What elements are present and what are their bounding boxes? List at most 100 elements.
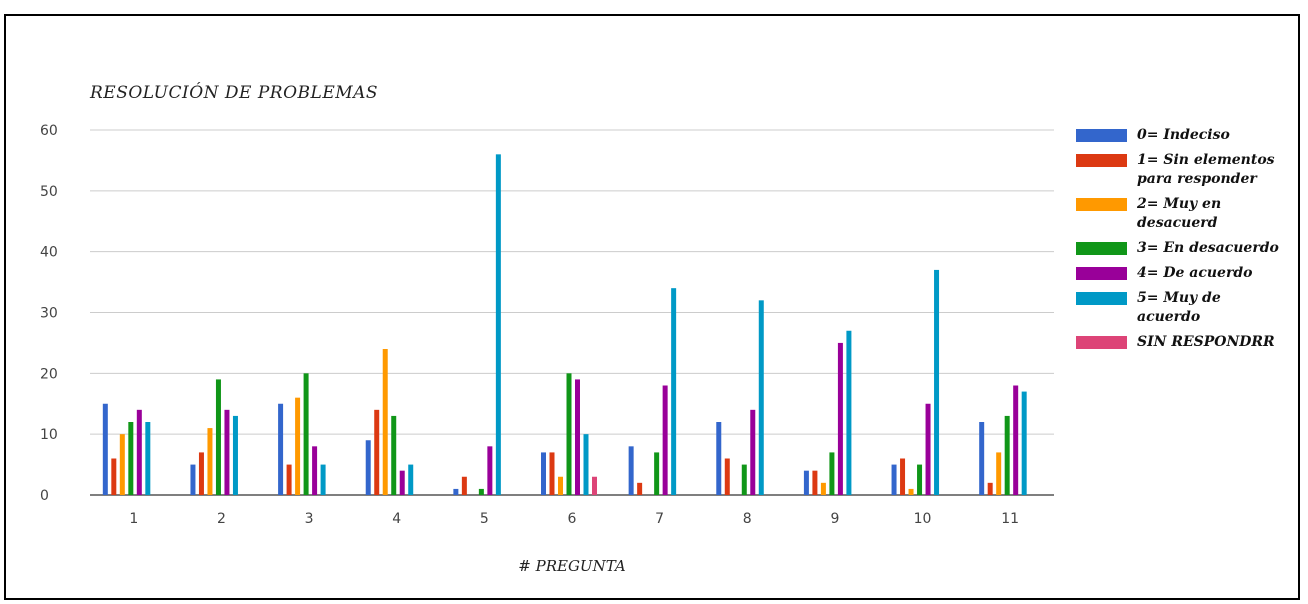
legend-item: 0= Indeciso [1076,126,1296,145]
x-tick-label: 9 [830,511,839,527]
y-tick-label: 30 [40,306,58,322]
bar [320,464,326,495]
x-tick-label: 8 [743,511,752,527]
bar [846,330,852,495]
legend-item: SIN RESPONDRR [1076,333,1296,352]
x-axis-title: # PREGUNTA [518,557,626,575]
y-tick-label: 0 [40,488,49,504]
bar [925,403,931,495]
bar [478,488,484,495]
bar [628,446,634,495]
bar [908,488,914,495]
legend-item: 2= Muy en desacuerd [1076,195,1296,233]
chart-frame [4,14,1300,600]
bar [408,464,414,495]
bar [198,452,204,495]
bar [119,434,125,495]
bar [232,415,238,495]
legend-item: 5= Muy de acuerdo [1076,289,1296,327]
bar [136,409,142,495]
bar [662,385,668,495]
bar [716,422,722,495]
legend-label: 1= Sin elementos para responder [1137,152,1275,187]
chart-title: RESOLUCIÓN DE PROBLEMAS [89,82,378,103]
bar [461,476,467,495]
legend-swatch [1076,129,1127,142]
y-tick-label: 40 [40,245,58,261]
bar [399,470,405,495]
y-tick-label: 10 [40,427,58,443]
legend-swatch [1076,154,1127,167]
legend-swatch [1076,336,1127,349]
bar [829,452,835,495]
bar [453,488,459,495]
legend: 0= Indeciso 1= Sin elementos para respond… [1076,126,1296,358]
bar [566,373,572,495]
bar [583,434,589,495]
x-tick-label: 3 [305,511,314,527]
x-tick-label: 5 [480,511,489,527]
legend-label: SIN RESPONDRR [1137,334,1275,350]
x-tick-label: 6 [568,511,577,527]
legend-swatch [1076,267,1127,280]
x-tick-label: 10 [914,511,932,527]
bar [102,403,108,495]
x-tick-label: 7 [655,511,664,527]
bar [295,397,301,495]
bar [541,452,546,495]
bar [741,464,747,495]
bar [900,458,906,495]
bar [575,379,580,495]
legend-item: 3= En desacuerdo [1076,239,1296,258]
bar [286,464,292,495]
bar [391,415,397,495]
x-tick-label: 2 [217,511,226,527]
bar [374,409,380,495]
x-axis-ticks: 1 2 3 4 5 6 7 8 9 10 11 [129,511,1019,527]
bar [1021,391,1027,495]
legend-label: 3= En desacuerdo [1137,240,1279,256]
bar [592,476,597,495]
bar [145,422,151,495]
bar [224,409,230,495]
bar [207,428,213,495]
bar [215,379,221,495]
bar [111,458,117,495]
bars [102,154,1027,496]
bar [654,452,660,495]
gridlines [90,129,1054,496]
x-tick-label: 1 [129,511,138,527]
legend-label: 0= Indeciso [1137,127,1230,143]
bar [549,452,555,495]
bar [671,288,677,495]
bar [278,403,284,495]
bar [724,458,730,495]
legend-item: 4= De acuerdo [1076,264,1296,283]
bar [812,470,818,495]
bar [495,154,501,496]
bar [803,470,809,495]
legend-swatch [1076,292,1127,305]
bar [979,422,985,495]
bar [820,482,826,495]
bar [891,464,897,495]
bar [312,446,318,495]
legend-swatch [1076,198,1127,211]
bar [987,482,993,495]
legend-label: 4= De acuerdo [1137,265,1253,281]
y-axis-ticks: 0 10 20 30 40 50 60 [40,123,58,504]
bar [365,440,371,495]
bar [1004,415,1010,495]
x-tick-label: 11 [1001,511,1019,527]
bar [1013,385,1019,495]
legend-item: 1= Sin elementos para responder [1076,151,1296,189]
x-tick-label: 4 [392,511,401,527]
bar [934,269,940,495]
legend-label: 2= Muy en desacuerd [1137,196,1222,231]
y-tick-label: 50 [40,184,58,200]
legend-label: 5= Muy de acuerdo [1137,290,1221,325]
bar [190,464,196,495]
bar [837,342,843,495]
bar [758,300,764,495]
